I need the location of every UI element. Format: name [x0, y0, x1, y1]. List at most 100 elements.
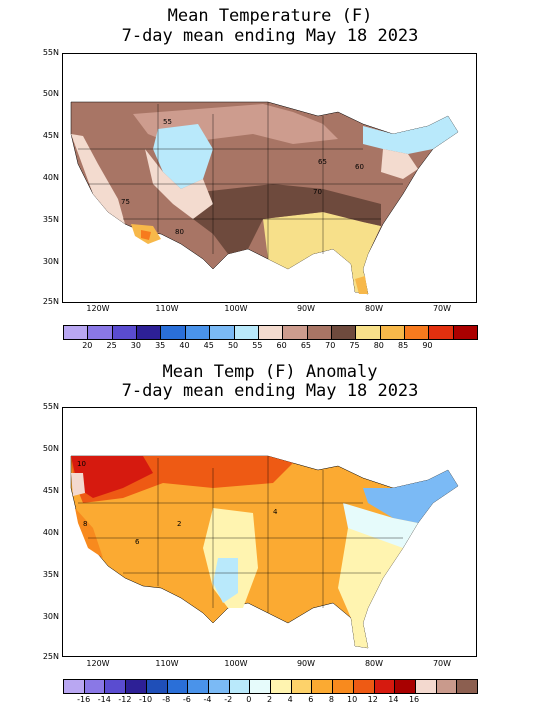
colorbar-label: 90 [422, 341, 433, 350]
colorbar-label: 12 [367, 695, 378, 704]
colorbar-swatch [453, 326, 478, 339]
bottom-lon-100w: 100W [224, 659, 248, 668]
colorbar-swatch [84, 680, 106, 693]
colorbar-label: -12 [118, 695, 132, 704]
colorbar-swatch [258, 326, 284, 339]
colorbar-label: -2 [224, 695, 233, 704]
colorbar-swatch [161, 326, 186, 339]
bottom-lon-90w: 90W [296, 659, 316, 668]
colorbar-label: 65 [300, 341, 312, 350]
colorbar-label: 30 [130, 341, 141, 350]
colorbar-label: 45 [203, 341, 214, 350]
bottom-northeast-cool [363, 470, 458, 523]
colorbar-label: 2 [266, 695, 273, 704]
colorbar-swatch [429, 326, 454, 339]
bottom-lat-45: 45N [42, 486, 59, 495]
colorbar-swatch [64, 326, 89, 339]
contour-label-4: 4 [273, 508, 278, 516]
contour-label-70: 70 [313, 188, 322, 196]
colorbar-label: 0 [246, 695, 252, 704]
colorbar-swatch [188, 680, 209, 693]
top-lat-40: 40N [42, 173, 59, 182]
top-lon-110w: 110W [155, 304, 179, 313]
colorbar-swatch [331, 326, 357, 339]
bottom-map-graphic: 2 4 6 8 10 [70, 455, 459, 649]
contour-label-65: 65 [318, 158, 327, 166]
colorbar-swatch [88, 326, 113, 339]
top-florida-hot [355, 276, 368, 294]
colorbar-swatch [353, 680, 375, 693]
top-desert-hotter [141, 230, 151, 240]
colorbar-label: 80 [373, 341, 384, 350]
bottom-lat-40: 40N [42, 528, 59, 537]
top-temperature-map: 55 65 70 75 80 60 [62, 53, 477, 303]
colorbar-swatch [185, 326, 211, 339]
bottom-southeast-mild [338, 528, 403, 648]
colorbar-label: 6 [308, 695, 314, 704]
contour-label-80: 80 [175, 228, 184, 236]
bottom-lon-70w: 70W [432, 659, 452, 668]
bottom-northwest-pale [71, 473, 85, 496]
colorbar-label: 16 [408, 695, 420, 704]
top-westcoast-pale [71, 134, 125, 224]
contour-label-60: 60 [355, 163, 364, 171]
colorbar-label: -8 [162, 695, 171, 704]
contour-label-8: 8 [83, 520, 87, 528]
colorbar-swatch [167, 680, 189, 693]
top-lon-100w: 100W [224, 304, 248, 313]
bottom-colorbar [63, 679, 478, 694]
colorbar-label: 20 [82, 341, 93, 350]
top-lat-25: 25N [42, 297, 59, 306]
colorbar-label: 10 [347, 695, 358, 704]
colorbar-label: 55 [252, 341, 263, 350]
colorbar-label: 85 [398, 341, 409, 350]
top-title: Mean Temperature (F) [167, 6, 373, 26]
colorbar-swatch [312, 680, 334, 693]
bottom-lon-120w: 120W [86, 659, 110, 668]
colorbar-label: 25 [106, 341, 117, 350]
colorbar-swatch [356, 326, 381, 339]
bottom-plains-cool [213, 558, 238, 603]
bottom-lon-110w: 110W [155, 659, 179, 668]
bottom-lat-55: 55N [42, 402, 59, 411]
contour-label-55: 55 [163, 118, 172, 126]
contour-label-2: 2 [177, 520, 181, 528]
colorbar-label: 8 [328, 695, 334, 704]
colorbar-label: -6 [182, 695, 191, 704]
bottom-subtitle: 7-day mean ending May 18 2023 [121, 381, 419, 401]
colorbar-label: 50 [227, 341, 239, 350]
top-northeast-cool [363, 116, 458, 154]
contour-label-6: 6 [135, 538, 140, 546]
colorbar-label: 14 [388, 695, 399, 704]
colorbar-label: -4 [203, 695, 212, 704]
colorbar-swatch [395, 680, 416, 693]
bottom-northwest-hottest [71, 456, 153, 498]
top-lon-120w: 120W [86, 304, 110, 313]
top-lat-45: 45N [42, 131, 59, 140]
bottom-state-borders [78, 456, 403, 613]
colorbar-label: 4 [287, 695, 293, 704]
colorbar-swatch [405, 326, 430, 339]
colorbar-swatch [146, 680, 168, 693]
colorbar-label: 40 [179, 341, 190, 350]
bottom-lat-35: 35N [42, 570, 59, 579]
colorbar-label: -16 [77, 695, 91, 704]
bottom-title: Mean Temp (F) Anomaly [162, 362, 378, 382]
top-lat-35: 35N [42, 215, 59, 224]
bottom-lat-50: 50N [42, 444, 59, 453]
contour-label-75: 75 [121, 198, 130, 206]
colorbar-swatch [271, 680, 292, 693]
top-map-graphic: 55 65 70 75 80 60 [70, 101, 459, 295]
colorbar-swatch [380, 326, 406, 339]
colorbar-swatch [291, 680, 313, 693]
colorbar-swatch [137, 326, 162, 339]
bottom-lat-25: 25N [42, 652, 59, 661]
colorbar-swatch [105, 680, 127, 693]
top-rockies-pale [145, 149, 213, 219]
top-northeast-pale [381, 149, 418, 179]
top-lat-50: 50N [42, 89, 59, 98]
top-colorbar [63, 325, 478, 340]
bottom-anomaly-map: 2 4 6 8 10 [62, 407, 477, 657]
colorbar-swatch [126, 680, 147, 693]
colorbar-swatch [234, 326, 259, 339]
